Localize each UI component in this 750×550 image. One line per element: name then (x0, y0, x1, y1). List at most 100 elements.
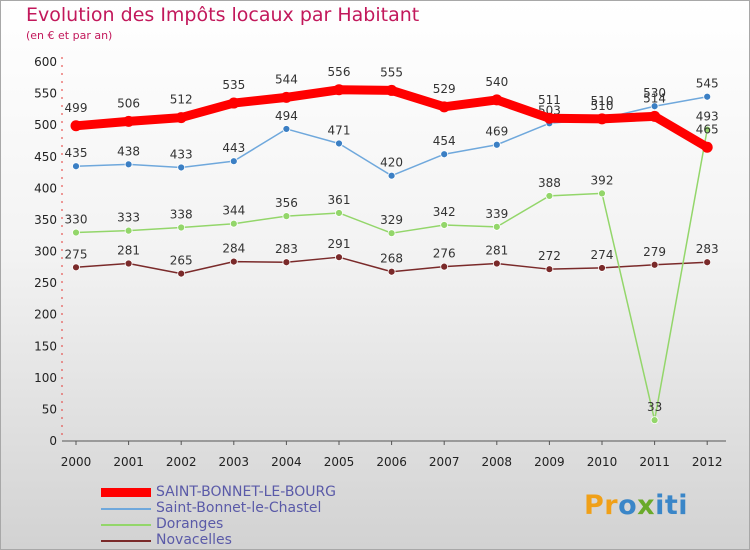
series-point-3 (177, 269, 186, 278)
data-label-2: 388 (538, 176, 561, 190)
y-tick-label: 200 (34, 308, 57, 322)
y-tick-label: 450 (34, 150, 57, 164)
series-point-3 (72, 263, 80, 272)
data-label-0: 514 (643, 91, 666, 105)
series-point-2 (282, 212, 291, 221)
y-tick-label: 600 (34, 55, 57, 69)
series-point-3 (703, 258, 712, 267)
x-tick-label: 2002 (166, 455, 197, 469)
series-point-2 (72, 228, 80, 237)
data-label-1: 435 (65, 146, 88, 160)
x-tick-label: 2005 (324, 455, 355, 469)
data-label-0: 506 (117, 96, 140, 110)
data-label-0: 556 (328, 65, 351, 79)
data-label-0: 512 (170, 93, 193, 107)
y-tick-label: 300 (34, 245, 57, 259)
chart-title: Evolution des Impôts locaux par Habitant (26, 4, 420, 26)
data-label-2: 361 (328, 193, 351, 207)
data-label-1: 545 (696, 77, 719, 91)
data-label-0: 511 (538, 93, 561, 107)
data-label-2: 344 (222, 204, 245, 218)
logo-part: o (618, 490, 638, 521)
series-point-2 (387, 229, 396, 238)
series-point-0 (701, 141, 713, 153)
data-label-1: 469 (485, 125, 508, 139)
data-label-2: 33 (647, 400, 662, 414)
y-tick-label: 400 (34, 181, 57, 195)
series-point-1 (229, 157, 238, 166)
series-point-0 (123, 115, 135, 127)
y-tick-label: 150 (34, 339, 57, 353)
data-label-0: 510 (591, 94, 614, 108)
data-label-0: 499 (65, 101, 88, 115)
legend-swatch (101, 508, 151, 510)
x-tick-label: 2010 (587, 455, 618, 469)
series-point-1 (440, 150, 449, 159)
series-point-2 (335, 209, 343, 217)
x-tick-label: 2009 (534, 455, 565, 469)
data-label-0: 540 (485, 75, 508, 89)
series-point-3 (282, 258, 291, 267)
x-tick-label: 2008 (482, 455, 513, 469)
data-label-3: 276 (433, 247, 456, 261)
chart-subtitle: (en € et par an) (26, 29, 113, 42)
y-tick-label: 0 (49, 434, 57, 448)
series-point-0 (228, 97, 240, 109)
data-label-3: 274 (591, 248, 614, 262)
data-label-2: 338 (170, 207, 193, 221)
series-point-3 (124, 259, 133, 268)
series-point-0 (543, 112, 555, 124)
data-label-2: 339 (485, 207, 508, 221)
series-point-1 (335, 139, 343, 148)
series-point-3 (545, 265, 554, 274)
logo-part: iti (655, 490, 689, 521)
series-point-1 (703, 92, 712, 101)
series-point-2 (545, 192, 554, 200)
legend-swatch (101, 524, 151, 526)
data-label-1: 438 (117, 144, 140, 158)
series-point-1 (282, 125, 291, 133)
y-tick-label: 250 (34, 276, 57, 290)
x-tick-label: 2001 (113, 455, 144, 469)
data-label-1: 454 (433, 134, 456, 148)
data-label-0: 555 (380, 65, 403, 79)
series-point-0 (596, 113, 608, 125)
data-label-1: 510 (591, 99, 614, 113)
series-point-3 (492, 259, 501, 268)
x-tick-label: 2004 (271, 455, 302, 469)
data-label-2: 392 (591, 173, 614, 187)
logo-part: x (637, 490, 656, 521)
y-tick-label: 550 (34, 87, 57, 101)
data-label-3: 275 (65, 247, 88, 261)
series-point-2 (440, 221, 449, 229)
series-point-1 (650, 102, 659, 111)
legend-label: SAINT-BONNET-LE-BOURG (156, 484, 337, 500)
series-point-3 (229, 257, 238, 266)
data-label-1: 443 (222, 141, 245, 155)
series-point-0 (649, 110, 661, 122)
data-label-3: 279 (643, 245, 666, 259)
data-label-3: 272 (538, 249, 561, 263)
legend-label: Novacelles (156, 532, 232, 548)
series-point-2 (598, 189, 606, 198)
series-point-3 (387, 267, 396, 276)
series-point-2 (703, 125, 712, 134)
data-label-3: 291 (328, 237, 351, 251)
data-label-2: 356 (275, 196, 298, 210)
data-label-0: 544 (275, 72, 298, 86)
data-label-1: 420 (380, 156, 403, 170)
proxiti-logo: Proxiti (584, 490, 688, 521)
x-tick-label: 2006 (376, 455, 407, 469)
x-tick-label: 2000 (61, 455, 92, 469)
data-label-2: 330 (65, 213, 88, 227)
data-label-1: 494 (275, 109, 298, 123)
series-point-0 (491, 94, 503, 106)
data-label-1: 471 (328, 123, 351, 137)
data-label-2: 333 (117, 211, 140, 225)
y-tick-label: 50 (42, 402, 57, 416)
series-point-3 (440, 262, 449, 271)
series-point-3 (598, 264, 606, 272)
legend-label: Doranges (156, 516, 224, 532)
legend-label: Saint-Bonnet-le-Chastel (156, 500, 322, 516)
data-label-2: 329 (380, 213, 403, 227)
